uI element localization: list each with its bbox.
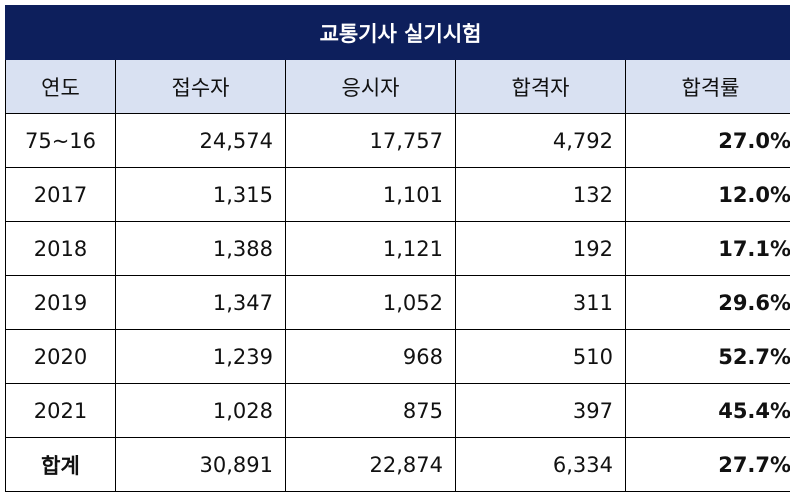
pass-rate-cell: 12.0% [624,167,790,222]
total-applicants-cell: 30,891 [115,437,286,492]
column-header-year: 연도 [5,59,116,114]
exam-stats-table-container: 교통기사 실기시험 연도 접수자 응시자 합격자 합격률 75~16 24,57… [4,5,790,492]
pass-rate-cell: 27.0% [624,113,790,168]
examinees-cell: 1,101 [285,167,456,222]
year-cell: 2017 [5,167,116,222]
total-row: 합계 30,891 22,874 6,334 27.7% [5,437,790,492]
applicants-cell: 1,347 [115,275,286,330]
applicants-cell: 1,239 [115,329,286,384]
examinees-cell: 17,757 [285,113,456,168]
year-cell: 2019 [5,275,116,330]
pass-rate-cell: 17.1% [624,221,790,276]
total-examinees-cell: 22,874 [285,437,456,492]
year-cell: 2020 [5,329,116,384]
table-row: 2019 1,347 1,052 311 29.6% [5,275,790,330]
passed-cell: 192 [455,221,626,276]
applicants-cell: 1,388 [115,221,286,276]
passed-cell: 4,792 [455,113,626,168]
table-row: 75~16 24,574 17,757 4,792 27.0% [5,113,790,168]
column-header-examinees: 응시자 [285,59,456,114]
passed-cell: 311 [455,275,626,330]
passed-cell: 510 [455,329,626,384]
total-pass-rate-cell: 27.7% [624,437,790,492]
table-row: 2020 1,239 968 510 52.7% [5,329,790,384]
table-row: 2018 1,388 1,121 192 17.1% [5,221,790,276]
column-header-passed: 합격자 [455,59,626,114]
column-header-pass-rate: 합격률 [624,59,790,114]
passed-cell: 397 [455,383,626,438]
table-title: 교통기사 실기시험 [4,5,790,60]
pass-rate-cell: 52.7% [624,329,790,384]
passed-cell: 132 [455,167,626,222]
total-passed-cell: 6,334 [455,437,626,492]
applicants-cell: 1,315 [115,167,286,222]
table-row: 2021 1,028 875 397 45.4% [5,383,790,438]
year-cell: 2018 [5,221,116,276]
pass-rate-cell: 29.6% [624,275,790,330]
examinees-cell: 875 [285,383,456,438]
table-header-row: 연도 접수자 응시자 합격자 합격률 [5,59,790,114]
examinees-cell: 1,052 [285,275,456,330]
examinees-cell: 1,121 [285,221,456,276]
year-cell: 75~16 [5,113,116,168]
pass-rate-cell: 45.4% [624,383,790,438]
applicants-cell: 24,574 [115,113,286,168]
applicants-cell: 1,028 [115,383,286,438]
total-label-cell: 합계 [5,437,116,492]
year-cell: 2021 [5,383,116,438]
exam-stats-table: 교통기사 실기시험 연도 접수자 응시자 합격자 합격률 75~16 24,57… [4,5,790,492]
examinees-cell: 968 [285,329,456,384]
table-title-row: 교통기사 실기시험 [4,5,790,60]
table-row: 2017 1,315 1,101 132 12.0% [5,167,790,222]
column-header-applicants: 접수자 [115,59,286,114]
